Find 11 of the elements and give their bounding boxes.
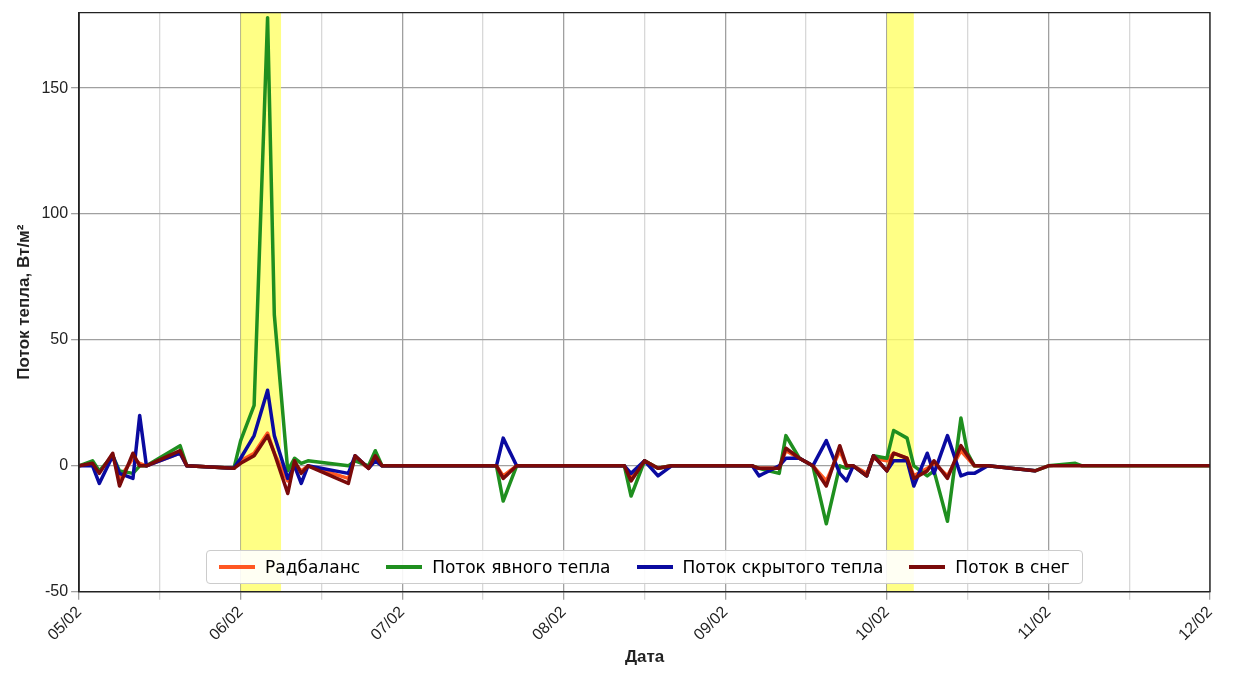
y-tick-label: 50 (50, 330, 69, 348)
y-tick-label: 150 (41, 78, 69, 96)
legend-label: Поток в снег (955, 556, 1070, 577)
y-tick-label: 100 (41, 204, 69, 222)
legend-label: Радбаланс (265, 556, 361, 577)
y-tick-label: -50 (44, 582, 69, 600)
y-tick-label: 0 (59, 456, 69, 474)
x-axis-title: Дата (624, 647, 665, 667)
legend-label: Поток явного тепла (432, 556, 611, 577)
y-axis-title: Поток тепла, Вт/м² (13, 224, 33, 380)
legend-label: Поток скрытого тепла (682, 556, 884, 577)
